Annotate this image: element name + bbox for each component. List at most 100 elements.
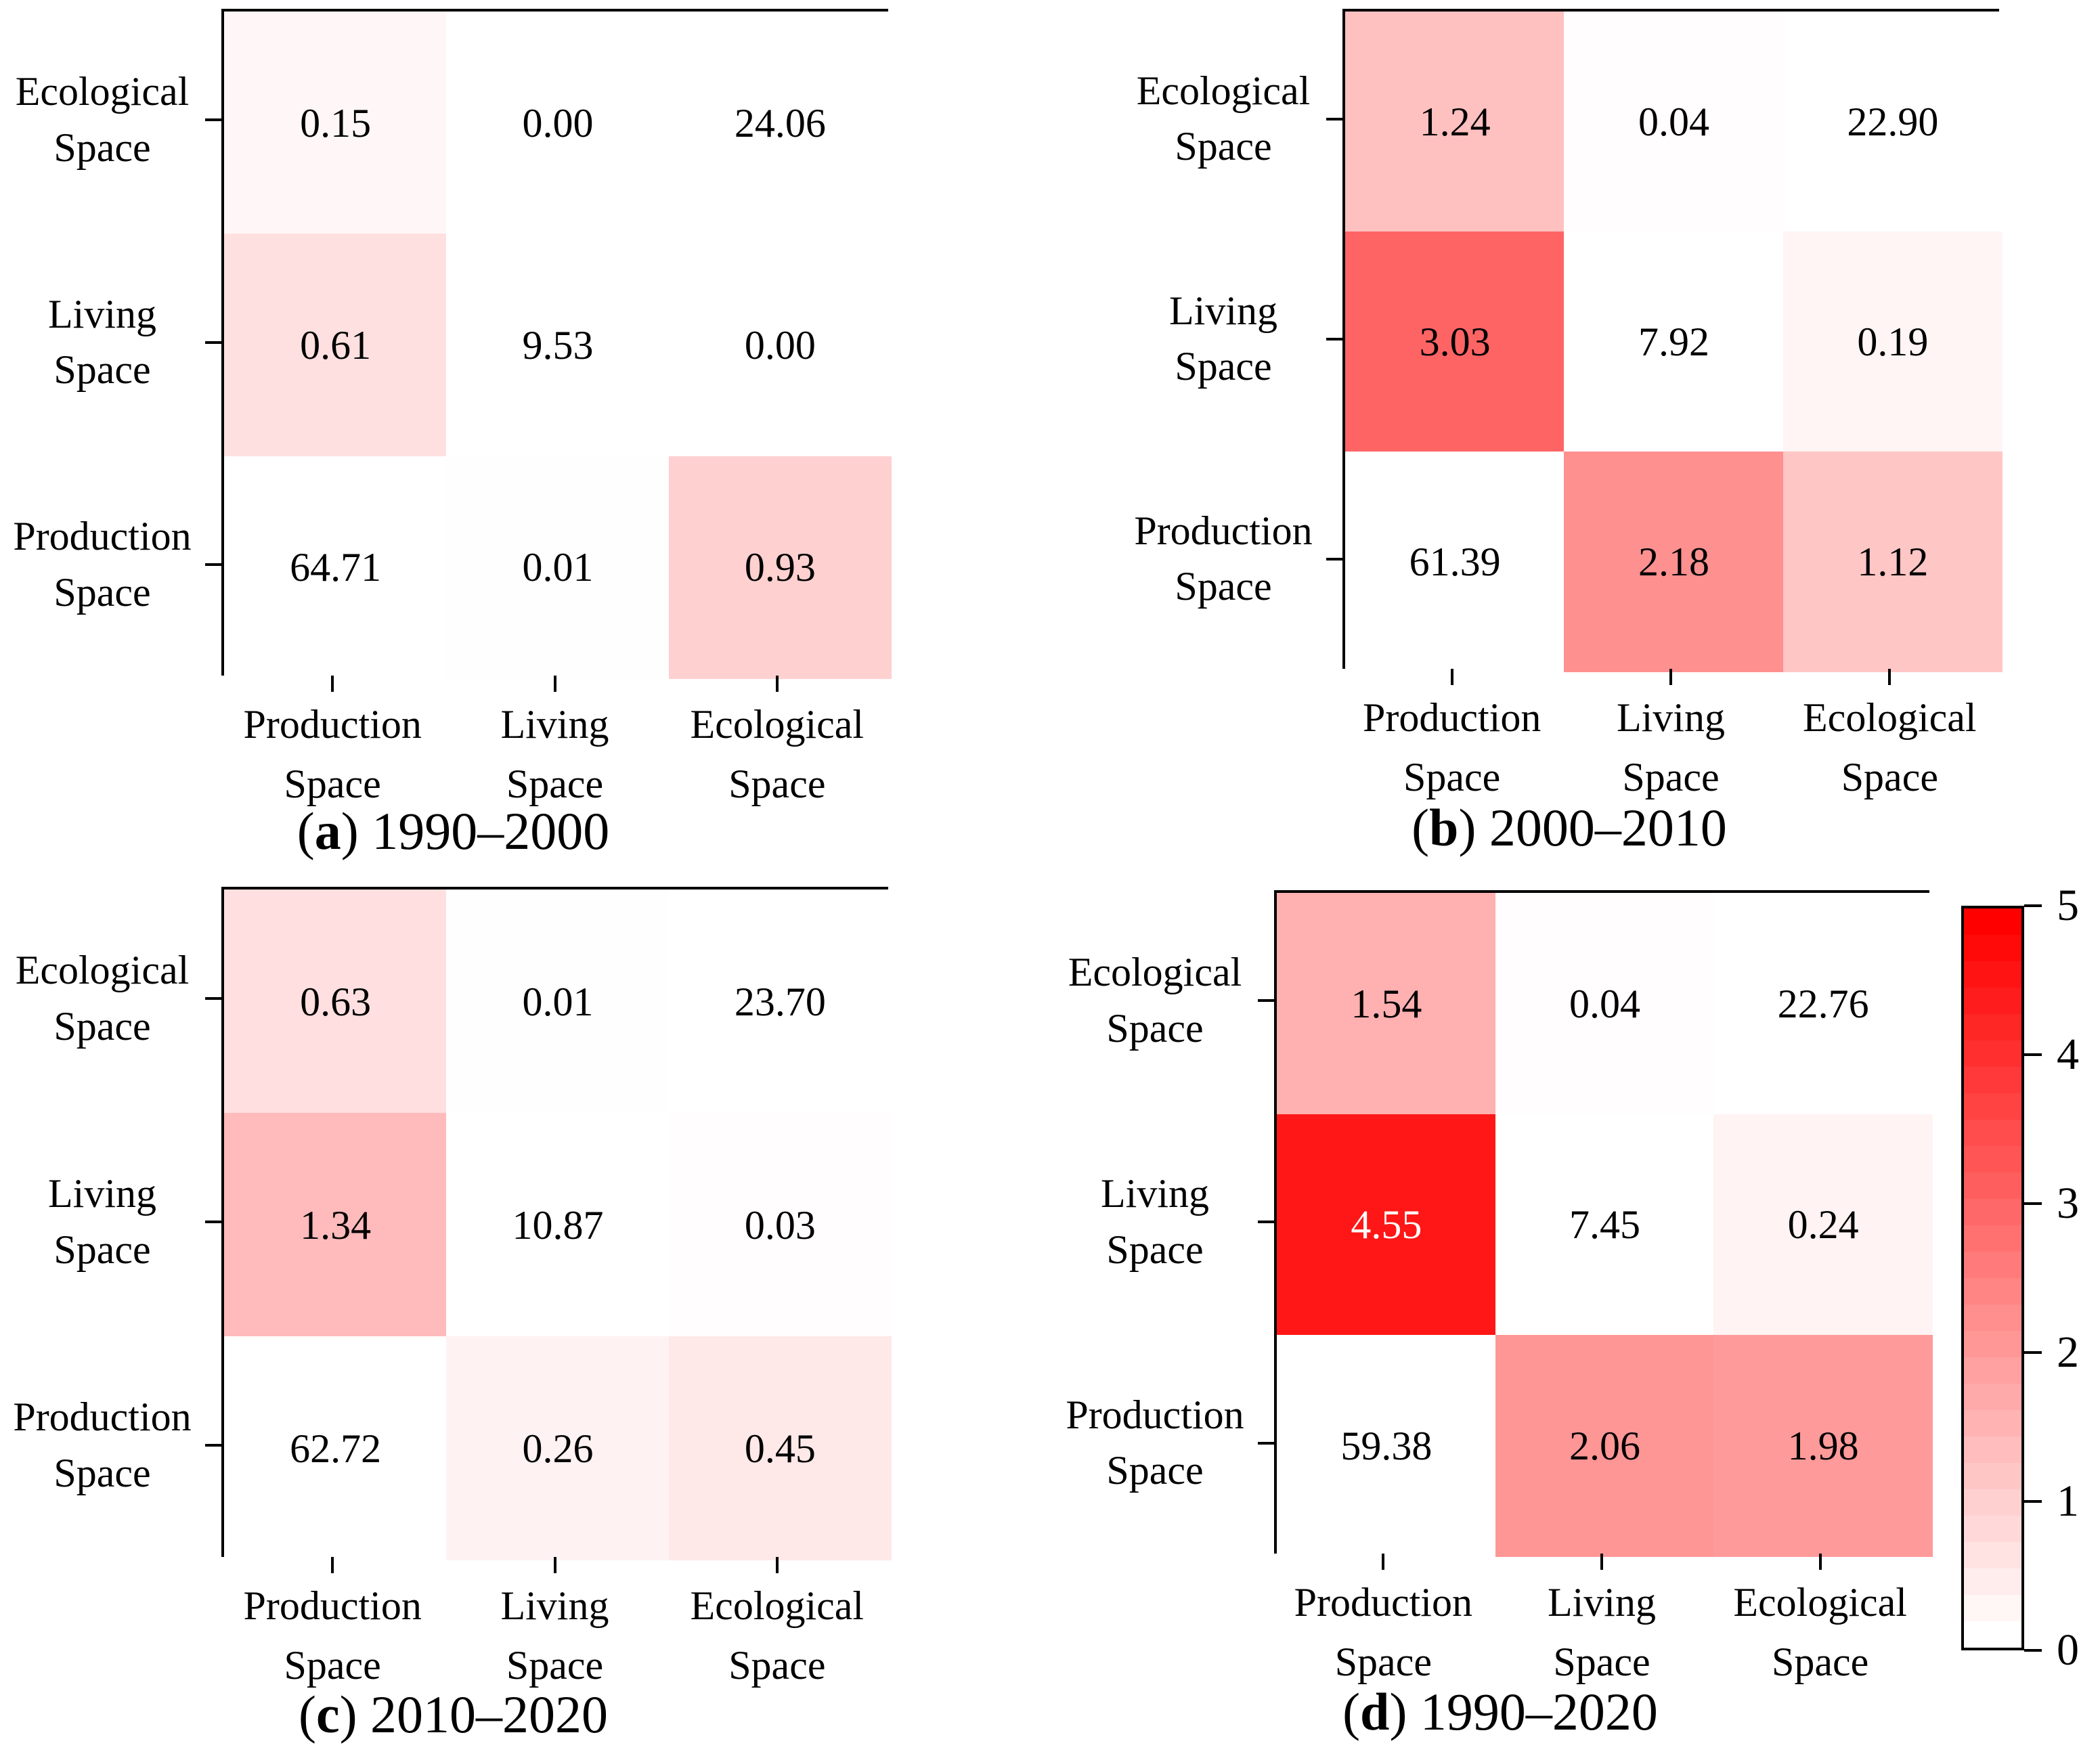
heatmap-cell-c-r1c2: 0.03 [668, 1113, 892, 1337]
colorbar-step [1964, 1252, 2021, 1278]
x-axis-label-b-2: Ecological Space [1803, 695, 1977, 799]
y-tick [205, 563, 221, 566]
heatmap-matrix-c: 0.63 0.01 23.70 1.34 10.87 0.03 62.72 0.26 0.45 [221, 887, 892, 1560]
colorbar-step [1964, 908, 2021, 935]
heatmap-cell-a-r1c2: 0.00 [668, 234, 892, 457]
panel-caption-b: (b) 2000–2010 [1412, 798, 1727, 857]
heatmap-panel-a: (a) 1990–2000 0.15 0.00 24.06 0.61 9.53 0.00 6… [0, 0, 1050, 879]
colorbar-step [1964, 1014, 2021, 1040]
cell-value: 9.53 [522, 322, 594, 368]
y-tick [205, 1221, 221, 1223]
caption-period: 2010–2020 [370, 1685, 609, 1744]
y-tick [1258, 1221, 1274, 1223]
caption-letter: b [1429, 798, 1459, 857]
heatmap-cell-d-r1c0: 4.55 [1277, 1114, 1496, 1336]
y-axis-label-c-0: Ecological Space [15, 948, 190, 1049]
cell-value: 0.26 [522, 1426, 594, 1471]
heatmap-cell-b-r0c2: 22.90 [1782, 12, 2003, 232]
colorbar-step [1964, 1120, 2021, 1146]
y-tick [205, 340, 221, 344]
x-tick [553, 1557, 556, 1573]
heatmap-cell-d-r0c0: 1.54 [1277, 893, 1496, 1115]
caption-letter: c [315, 1685, 340, 1744]
colorbar-step [1964, 1040, 2021, 1067]
x-axis-label-c-0: Production Space [243, 1583, 422, 1688]
cell-value: 1.24 [1419, 100, 1491, 144]
colorbar-step [1964, 1172, 2021, 1199]
colorbar-step [1964, 1304, 2021, 1331]
y-tick [1326, 337, 1342, 340]
x-tick [1600, 1554, 1603, 1570]
cell-value: 0.15 [300, 100, 372, 146]
heatmap-matrix-d: 1.54 0.04 22.76 4.55 7.45 0.24 59.38 2.06 1.98 [1274, 890, 1933, 1557]
colorbar-tick-label: 3 [2057, 1179, 2079, 1228]
heatmap-cell-a-r0c1: 0.00 [446, 12, 670, 235]
caption-period: 2000–2010 [1489, 798, 1727, 857]
heatmap-cell-b-r2c1: 2.18 [1564, 452, 1784, 672]
colorbar-step [1964, 1093, 2021, 1120]
heatmap-cell-a-r2c0: 64.71 [224, 456, 447, 679]
cell-value: 0.03 [744, 1202, 816, 1248]
x-tick [331, 676, 334, 692]
colorbar-step [1964, 1278, 2021, 1304]
heatmap-cell-c-r0c0: 0.63 [224, 889, 447, 1114]
cell-value: 3.03 [1419, 320, 1491, 364]
caption-period: 1990–2020 [1420, 1682, 1658, 1741]
y-tick [1326, 117, 1342, 120]
colorbar-step [1964, 1489, 2021, 1516]
heatmap-cell-b-r0c0: 1.24 [1345, 12, 1565, 232]
heatmap-cell-a-r2c2: 0.93 [668, 456, 892, 679]
cell-value: 7.92 [1638, 320, 1709, 364]
heatmap-cell-d-r2c2: 1.98 [1713, 1335, 1933, 1557]
y-axis-label-d-0: Ecological Space [1068, 950, 1242, 1051]
heatmap-cell-c-r2c1: 0.26 [446, 1336, 670, 1560]
x-tick [1382, 1554, 1385, 1570]
colorbar-step [1964, 1542, 2021, 1568]
heatmap-matrix-a: 0.15 0.00 24.06 0.61 9.53 0.00 64.71 0.01 0.93 [221, 9, 892, 679]
x-axis-label-b-0: Production Space [1363, 695, 1541, 799]
heatmap-cell-a-r1c0: 0.61 [224, 234, 447, 457]
caption-period: 1990–2000 [372, 801, 610, 860]
heatmap-cell-b-r1c1: 7.92 [1564, 232, 1784, 452]
heatmap-cell-a-r1c1: 9.53 [446, 234, 670, 457]
heatmap-panel-b: (b) 2000–2010 1.24 0.04 22.90 3.03 7.92 0.19 6… [1050, 0, 2100, 879]
y-tick [1258, 1441, 1274, 1445]
y-axis-label-c-2: Production Space [13, 1394, 192, 1495]
panel-caption-c: (c) 2010–2020 [298, 1685, 609, 1744]
x-tick [331, 1557, 334, 1573]
cell-value: 22.76 [1777, 981, 1869, 1026]
colorbar-step [1964, 1331, 2021, 1357]
y-axis-label-a-1: Living Space [48, 291, 156, 393]
caption-letter: d [1360, 1682, 1390, 1741]
cell-value: 59.38 [1340, 1424, 1432, 1469]
x-tick [553, 676, 556, 692]
x-axis-label-d-2: Ecological Space [1733, 1580, 1907, 1684]
y-tick [1326, 557, 1342, 561]
colorbar [1961, 906, 2024, 1650]
colorbar-tick-label: 1 [2057, 1476, 2079, 1526]
cell-value: 24.06 [734, 100, 826, 146]
colorbar-tick-label: 5 [2057, 881, 2079, 930]
heatmap-cell-d-r2c0: 59.38 [1277, 1335, 1496, 1557]
cell-value: 0.63 [300, 979, 372, 1024]
cell-value: 2.06 [1569, 1424, 1640, 1469]
heatmap-cell-c-r1c1: 10.87 [446, 1113, 670, 1337]
colorbar-step [1964, 1436, 2021, 1463]
cell-value: 2.18 [1638, 540, 1709, 584]
colorbar-tick [2024, 1351, 2042, 1354]
x-axis-label-d-1: Living Space [1547, 1580, 1656, 1684]
colorbar-step [1964, 1384, 2021, 1410]
x-tick [1450, 669, 1453, 685]
x-axis-label-c-1: Living Space [500, 1583, 609, 1688]
cell-value: 62.72 [290, 1426, 382, 1471]
colorbar-step [1964, 1463, 2021, 1489]
colorbar-step [1964, 1146, 2021, 1172]
heatmap-cell-a-r0c2: 24.06 [668, 12, 892, 235]
x-tick [1669, 669, 1672, 685]
y-axis-label-a-2: Production Space [13, 514, 192, 615]
heatmap-cell-d-r0c1: 0.04 [1495, 893, 1715, 1115]
colorbar-tick-label: 0 [2057, 1625, 2079, 1675]
cell-value: 4.55 [1351, 1202, 1422, 1248]
cell-value: 0.19 [1857, 320, 1929, 364]
